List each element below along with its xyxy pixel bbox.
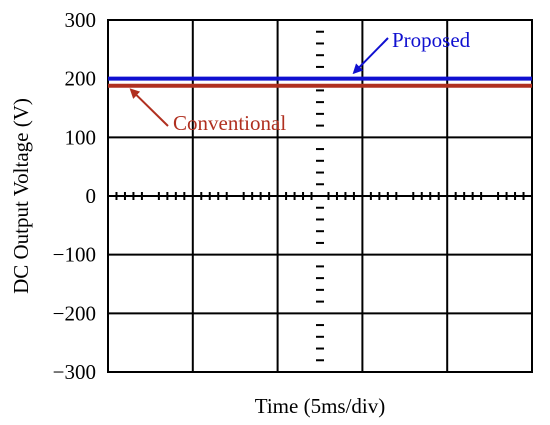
arrow-proposed: [352, 37, 389, 75]
y-tick-label: 100: [65, 125, 97, 149]
y-tick-label: 200: [65, 67, 97, 91]
x-axis-label: Time (5ms/div): [255, 394, 386, 418]
y-tick-label: −200: [53, 301, 96, 325]
y-tick-label: 0: [86, 184, 97, 208]
y-tick-label: −100: [53, 243, 96, 267]
y-tick-labels: −300 −200 −100 0 100 200 300: [53, 8, 96, 384]
y-axis-label: DC Output Voltage (V): [9, 98, 33, 294]
plot-grid: [108, 20, 532, 372]
axis-minor-ticks: [115, 30, 525, 362]
y-tick-label: 300: [65, 8, 97, 32]
series-layer: [108, 76, 532, 88]
annotation-conventional: Conventional: [173, 111, 286, 135]
annotation-proposed: Proposed: [392, 28, 471, 52]
y-tick-label: −300: [53, 360, 96, 384]
arrow-conventional: [129, 88, 169, 127]
annotations: Proposed Conventional: [129, 28, 471, 135]
plot-frame: [107, 19, 533, 373]
